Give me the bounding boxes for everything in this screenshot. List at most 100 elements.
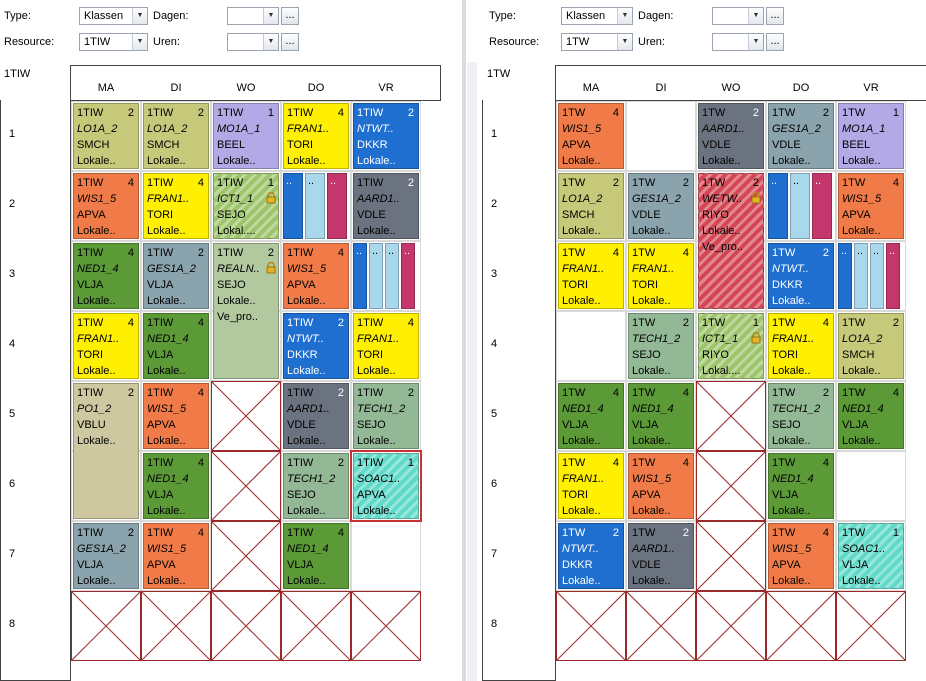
split-lesson[interactable]: .. (327, 173, 347, 239)
split-lesson[interactable]: .. (870, 243, 884, 309)
split-lesson[interactable]: .. (768, 173, 788, 239)
period-6: 6 (491, 478, 498, 490)
lesson-block[interactable]: 1TIW NED1_4 VLJA Lokale.. 4 (143, 313, 209, 379)
lesson-block[interactable]: 1TIW WIS1_5 APVA Lokale.. 4 (143, 523, 209, 589)
grid-cell[interactable] (836, 451, 906, 521)
split-lesson[interactable]: .. (886, 243, 900, 309)
lesson-block[interactable]: 1TIW ICT1_1 SEJO Lokal.... 1 (213, 173, 279, 239)
lesson-block[interactable]: 1TIW GES1A_2 VLJA Lokale.. 2 (73, 523, 139, 589)
lesson-block[interactable]: 1TIW MO1A_1 BEEL Lokale.. 1 (213, 103, 279, 169)
lesson-block[interactable]: 1TIW LO1A_2 SMCH Lokale.. 2 (73, 103, 139, 169)
lesson-block[interactable]: 1TIW FRAN1.. TORI Lokale.. 4 (283, 103, 349, 169)
split-lesson[interactable]: .. (812, 173, 832, 239)
lesson-block[interactable]: 1TIW WIS1_5 APVA Lokale.. 4 (73, 173, 139, 239)
lesson-block[interactable]: 1TW SOAC1.. VLJA Lokale.. 1 (838, 523, 904, 589)
lesson-block[interactable]: 1TIW AARD1.. VDLE Lokale.. 2 (283, 383, 349, 449)
dagen-select[interactable]: ▼ (712, 7, 764, 25)
period-8: 8 (491, 618, 498, 630)
dagen-select[interactable]: ▼ (227, 7, 279, 25)
lesson-block[interactable]: 1TW WIS1_5 APVA Lokale.. 4 (838, 173, 904, 239)
type-select[interactable]: Klassen ▼ (79, 7, 148, 25)
lesson-block[interactable]: 1TW FRAN1.. TORI Lokale.. 4 (628, 243, 694, 309)
lesson-block[interactable]: 1TW WIS1_5 APVA Lokale.. 4 (768, 523, 834, 589)
lesson-block[interactable]: 1TW FRAN1.. TORI Lokale.. 4 (768, 313, 834, 379)
split-lesson[interactable]: .. (401, 243, 415, 309)
lesson-teacher: SMCH (77, 139, 110, 151)
chevron-down-icon[interactable]: ▼ (617, 8, 632, 24)
chevron-down-icon[interactable]: ▼ (748, 8, 763, 24)
chevron-down-icon[interactable]: ▼ (263, 8, 278, 24)
lesson-block[interactable]: 1TIW REALN.. SEJO Lokale.. Ve_pro.. 2 (213, 243, 279, 379)
lesson-block[interactable]: 1TW WIS1_5 APVA Lokale.. 4 (558, 103, 624, 169)
lesson-block[interactable]: 1TW AARD1.. VDLE Lokale.. 2 (698, 103, 764, 169)
lesson-block[interactable]: 1TW TECH1_2 SEJO Lokale.. 2 (628, 313, 694, 379)
uren-browse-button[interactable]: ... (281, 33, 299, 51)
lesson-block[interactable]: 1TW MO1A_1 BEEL Lokale.. 1 (838, 103, 904, 169)
lesson-block[interactable]: 1TW LO1A_2 SMCH Lokale.. 2 (558, 173, 624, 239)
lesson-room: Lokale.. (357, 365, 396, 377)
split-lesson[interactable]: .. (353, 243, 367, 309)
chevron-down-icon[interactable]: ▼ (748, 34, 763, 50)
lesson-block[interactable]: 1TIW NTWT.. DKKR Lokale.. 2 (283, 313, 349, 379)
chevron-down-icon[interactable]: ▼ (132, 8, 147, 24)
grid-cell[interactable] (556, 311, 626, 381)
lesson-block[interactable]: 1TW NED1_4 VLJA Lokale.. 4 (558, 383, 624, 449)
lesson-block[interactable]: 1TIW PO1_2 VBLU Lokale.. 2 (73, 383, 139, 519)
vertical-scrollbar[interactable] (467, 62, 477, 681)
lesson-block[interactable]: 1TW FRAN1.. TORI Lokale.. 4 (558, 243, 624, 309)
split-lesson[interactable]: .. (305, 173, 325, 239)
lesson-block[interactable]: 1TW GES1A_2 VDLE Lokale.. 2 (768, 103, 834, 169)
uren-label: Uren: (153, 36, 180, 48)
chevron-down-icon[interactable]: ▼ (263, 34, 278, 50)
lesson-block[interactable]: 1TW WIS1_5 APVA Lokale.. 4 (628, 453, 694, 519)
lesson-block[interactable]: 1TW AARD1.. VDLE Lokale.. 2 (628, 523, 694, 589)
lesson-block[interactable]: 1TIW GES1A_2 VLJA Lokale.. 2 (143, 243, 209, 309)
lesson-block[interactable]: 1TW NED1_4 VLJA Lokale.. 4 (768, 453, 834, 519)
lesson-block[interactable]: 1TIW TECH1_2 SEJO Lokale.. 2 (353, 383, 419, 449)
lesson-room: Lokale.. (217, 295, 256, 307)
grid-cell[interactable] (351, 521, 421, 591)
lesson-room: Lokale.. (77, 225, 116, 237)
lesson-block[interactable]: 1TW FRAN1.. TORI Lokale.. 4 (558, 453, 624, 519)
split-lesson[interactable]: .. (838, 243, 852, 309)
lesson-block[interactable]: 1TW LO1A_2 SMCH Lokale.. 2 (838, 313, 904, 379)
lesson-block[interactable]: 1TIW FRAN1.. TORI Lokale.. 4 (353, 313, 419, 379)
lesson-block[interactable]: 1TIW LO1A_2 SMCH Lokale.. 2 (143, 103, 209, 169)
resource-select[interactable]: 1TIW ▼ (79, 33, 148, 51)
lesson-block[interactable]: 1TW GES1A_2 VDLE Lokale.. 2 (628, 173, 694, 239)
lesson-block[interactable]: 1TW NED1_4 VLJA Lokale.. 4 (628, 383, 694, 449)
dagen-browse-button[interactable]: ... (281, 7, 299, 25)
lesson-block[interactable]: 1TIW AARD1.. VDLE Lokale.. 2 (353, 173, 419, 239)
uren-browse-button[interactable]: ... (766, 33, 784, 51)
split-lesson[interactable]: .. (369, 243, 383, 309)
lesson-block[interactable]: 1TIW NED1_4 VLJA Lokale.. 4 (283, 523, 349, 589)
lesson-block[interactable]: 1TIW SOAC1.. APVA Lokale.. 1 (350, 450, 422, 522)
chevron-down-icon[interactable]: ▼ (617, 34, 632, 50)
lesson-block[interactable]: 1TIW NTWT.. DKKR Lokale.. 2 (353, 103, 419, 169)
lesson-block[interactable]: 1TW NTWT.. DKKR Lokale.. 2 (768, 243, 834, 309)
uren-select[interactable]: ▼ (227, 33, 279, 51)
lesson-block[interactable]: 1TIW WIS1_5 APVA Lokale.. 4 (143, 383, 209, 449)
lesson-block[interactable]: 1TW WETW.. RIYO Lokale.. Ve_pro.. 2 (698, 173, 764, 309)
panel-divider[interactable] (462, 0, 466, 681)
type-select[interactable]: Klassen ▼ (561, 7, 633, 25)
lesson-block[interactable]: 1TIW FRAN1.. TORI Lokale.. 4 (73, 313, 139, 379)
lesson-block[interactable]: 1TW NTWT.. DKKR Lokale.. 2 (558, 523, 624, 589)
resource-select[interactable]: 1TW ▼ (561, 33, 633, 51)
lesson-block[interactable]: 1TIW FRAN1.. TORI Lokale.. 4 (143, 173, 209, 239)
split-lesson[interactable]: .. (790, 173, 810, 239)
dagen-browse-button[interactable]: ... (766, 7, 784, 25)
lesson-block[interactable]: 1TW TECH1_2 SEJO Lokale.. 2 (768, 383, 834, 449)
lesson-block[interactable]: 1TIW NED1_4 VLJA Lokale.. 4 (143, 453, 209, 519)
split-lesson[interactable]: .. (283, 173, 303, 239)
lesson-block[interactable]: 1TW NED1_4 VLJA Lokale.. 4 (838, 383, 904, 449)
grid-cell[interactable] (626, 101, 696, 171)
split-lesson[interactable]: .. (854, 243, 868, 309)
lesson-block[interactable]: 1TIW NED1_4 VLJA Lokale.. 4 (73, 243, 139, 309)
chevron-down-icon[interactable]: ▼ (132, 34, 147, 50)
split-lesson[interactable]: .. (385, 243, 399, 309)
uren-select[interactable]: ▼ (712, 33, 764, 51)
lesson-block[interactable]: 1TIW TECH1_2 SEJO Lokale.. 2 (283, 453, 349, 519)
lesson-block[interactable]: 1TW ICT1_1 RIYO Lokal.... 1 (698, 313, 764, 379)
lesson-block[interactable]: 1TIW WIS1_5 APVA Lokale.. 4 (283, 243, 349, 309)
